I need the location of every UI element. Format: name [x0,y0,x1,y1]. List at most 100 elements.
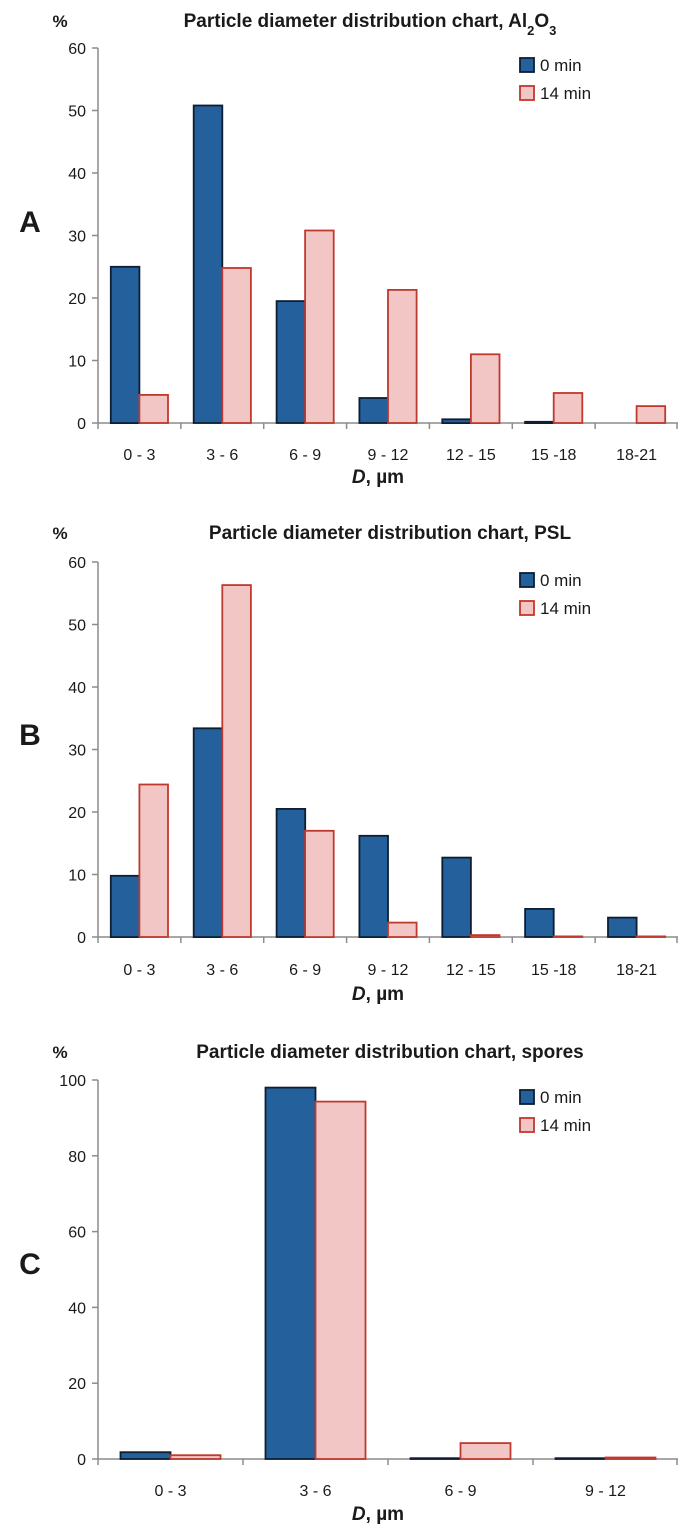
x-axis-label-unit: , µm [366,467,404,488]
x-axis-label: D, µm [352,467,404,488]
chart-title: Particle diameter distribution chart, PS… [209,523,572,544]
y-tick-label: 40 [68,680,86,697]
y-tick-label: 20 [68,1376,86,1393]
x-tick-label: 18-21 [616,962,657,979]
x-tick-label: 9 - 12 [585,1483,626,1500]
x-tick-label: 6 - 9 [289,962,321,979]
y-tick-label: 80 [68,1149,86,1166]
chart-title: Particle diameter distribution chart, Al… [184,11,557,38]
bar-series2 [387,921,418,938]
bar-series1 [109,874,141,938]
y-tick-label: 60 [68,555,86,572]
y-tick-label: 60 [68,1225,86,1242]
bar-series2 [469,934,501,938]
bar-series1 [264,1086,317,1460]
bar-series2 [552,935,584,938]
bar-series2 [304,829,335,938]
bar-series2 [604,1456,657,1460]
y-tick-label: 30 [68,229,86,246]
legend-swatch [519,85,535,101]
y-tick-label: 0 [77,416,86,433]
x-tick-label: 0 - 3 [123,447,155,464]
bar-series1 [358,397,389,424]
chart-title-text: Particle diameter distribution chart, sp… [196,1042,584,1063]
y-axis-label: % [52,524,67,543]
bar-series2 [387,288,418,424]
legend-swatch [519,600,535,616]
y-axis-label: % [52,12,67,31]
bar-series2 [314,1100,367,1460]
bar-series1 [192,104,224,424]
y-tick-label: 30 [68,743,86,760]
x-tick-label: 9 - 12 [368,962,409,979]
bar-series2 [469,353,501,424]
y-tick-label: 40 [68,166,86,183]
x-axis-label-unit: , µm [366,1504,404,1525]
x-tick-label: 15 -18 [531,447,576,464]
bar-series2 [304,229,335,424]
chart-a: Particle diameter distribution chart, Al… [19,11,678,488]
panel-label: A [19,206,41,239]
bar-series2 [169,1454,222,1460]
bar-series2 [138,783,169,938]
y-tick-label: 10 [68,868,86,885]
bar-series2 [221,267,252,424]
bar-series1 [109,265,141,424]
bar-series1 [524,420,555,424]
x-tick-label: 0 - 3 [154,1483,186,1500]
x-tick-label: 3 - 6 [206,962,238,979]
bar-series2 [459,1442,512,1460]
bar-series1 [119,1451,172,1460]
chart-c: Particle diameter distribution chart, sp… [19,1042,678,1525]
x-tick-label: 6 - 9 [289,447,321,464]
y-axis-label: % [52,1043,67,1062]
y-tick-label: 50 [68,104,86,121]
legend-label: 0 min [540,56,582,75]
x-axis-label-var: D [352,467,366,488]
chart-b: Particle diameter distribution chart, PS… [19,523,678,1005]
chart-title-sub: 2 [527,23,534,38]
y-tick-label: 20 [68,805,86,822]
bar-series1 [409,1457,462,1460]
chart-title-text: Particle diameter distribution chart, PS… [209,523,572,544]
legend-label: 0 min [540,1088,582,1107]
bar-series1 [275,300,307,424]
legend-label: 14 min [540,599,591,618]
y-tick-label: 10 [68,354,86,371]
bar-series1 [607,916,638,938]
legend-label: 0 min [540,571,582,590]
x-tick-label: 3 - 6 [299,1483,331,1500]
x-tick-label: 18-21 [616,447,657,464]
panel-label: B [19,719,41,752]
chart-title-text-2: O [534,11,549,32]
x-tick-label: 6 - 9 [444,1483,476,1500]
legend-label: 14 min [540,1116,591,1135]
chart-title-text: Particle diameter distribution chart, Al [184,11,527,32]
x-tick-label: 15 -18 [531,962,576,979]
legend-label: 14 min [540,84,591,103]
y-tick-label: 0 [77,1452,86,1469]
x-axis-label-unit: , µm [366,984,404,1005]
bar-series1 [275,808,307,938]
bar-series1 [554,1457,607,1460]
legend-swatch [519,1089,535,1105]
y-tick-label: 0 [77,930,86,947]
bar-series2 [635,405,667,424]
panel-label: C [19,1248,41,1281]
legend-swatch [519,1117,535,1133]
x-axis-label-var: D [352,984,366,1005]
bar-series1 [358,834,389,938]
x-axis-label-var: D [352,1504,366,1525]
bar-series2 [552,392,584,424]
bar-series2 [221,584,252,938]
x-tick-label: 12 - 15 [446,447,496,464]
x-axis-label: D, µm [352,984,404,1005]
x-axis-label: D, µm [352,1504,404,1525]
y-tick-label: 60 [68,41,86,58]
bar-series1 [524,908,555,938]
x-tick-label: 12 - 15 [446,962,496,979]
x-tick-label: 3 - 6 [206,447,238,464]
bar-series1 [441,418,472,424]
